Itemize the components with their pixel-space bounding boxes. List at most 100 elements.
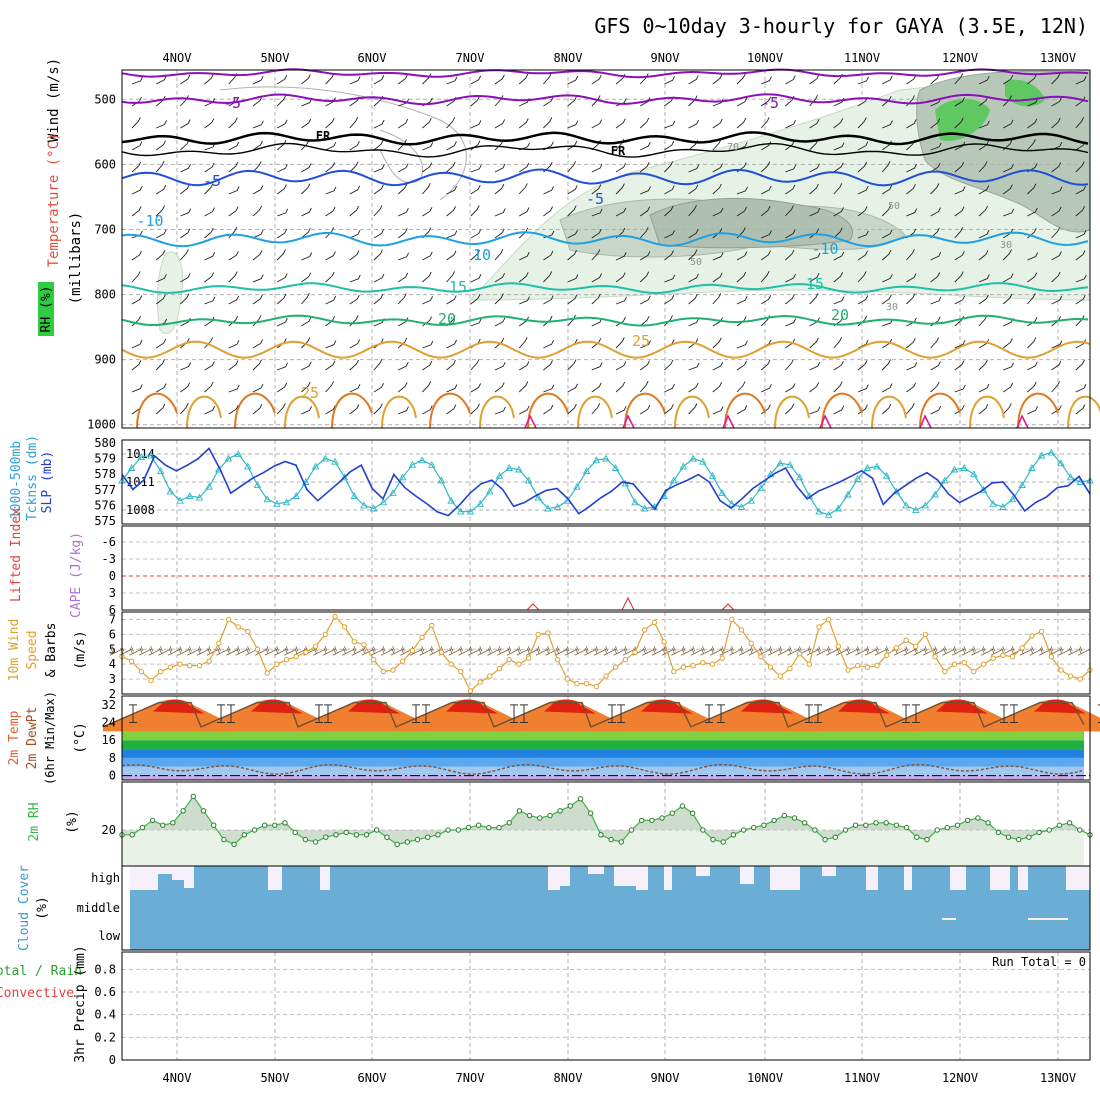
wind-barb	[664, 294, 675, 305]
wind-barb	[1075, 274, 1087, 283]
wind-barb	[446, 185, 458, 195]
upper-air-panel: 500 600 700 800 900 1000 -5 -5 FR FR -5 -5 -10 -10 10 1…	[87, 68, 1100, 432]
cloud-gap-high	[548, 866, 560, 890]
wind-barb	[131, 117, 141, 129]
wind10m-barb	[739, 646, 752, 656]
wind10m-speed-point	[1009, 654, 1016, 660]
wind-barb	[736, 271, 747, 283]
wind-barb	[760, 205, 771, 217]
wind10m-speed-point	[942, 668, 948, 675]
wind-barb	[301, 207, 312, 217]
wind-barb	[543, 404, 554, 415]
thickness-point	[699, 457, 707, 465]
wind10m-speed-point	[1067, 673, 1074, 679]
temp-band	[122, 740, 1084, 749]
wind-barb	[809, 163, 820, 173]
wind-barb	[712, 361, 724, 371]
thickness-line	[121, 451, 1091, 516]
wind10m-speed-point	[661, 639, 667, 645]
wind-barb	[397, 293, 407, 305]
wind-barb	[906, 184, 916, 195]
wind-barb	[518, 73, 529, 85]
temp-hump-orange	[298, 699, 428, 732]
rh2m-point	[832, 834, 838, 840]
wind10m-speed-point	[419, 634, 425, 640]
wind10m-speed-point	[138, 668, 145, 675]
temp-minmax-whisker	[1000, 704, 1008, 724]
wind-barb	[252, 75, 264, 85]
wind-barb	[1002, 74, 1014, 85]
temp-band	[122, 757, 1084, 767]
wind-barb	[712, 74, 723, 85]
wind-barb	[277, 362, 289, 371]
wind-barb	[204, 118, 215, 129]
wind-barb	[373, 358, 383, 371]
rh2m-point	[914, 834, 920, 840]
wind-barb	[954, 340, 966, 349]
cloud-level-high: high	[91, 871, 120, 885]
wind-barb	[954, 117, 964, 129]
wind-barb	[736, 316, 747, 327]
wind-barb	[785, 184, 796, 195]
rh2m-point	[200, 808, 207, 814]
wind10m-speed-point	[729, 616, 735, 623]
wind10m-speed-point	[264, 670, 270, 676]
thickness-point	[457, 507, 465, 515]
cloud-gap-high	[866, 866, 878, 890]
label-wind: Wind (m/s)	[46, 58, 62, 142]
rh2m-point	[1046, 827, 1052, 833]
temp-band	[122, 749, 1084, 758]
wind-barb	[978, 250, 989, 261]
rh-legend-swatch	[38, 282, 54, 336]
ytick-cape: 3	[109, 586, 116, 600]
rh2m-point	[414, 836, 421, 843]
wind-barb	[373, 184, 384, 195]
label-wind-unit: (m/s)	[73, 630, 88, 669]
wind-barb	[180, 249, 189, 261]
wind-barb	[978, 185, 990, 195]
panel-bg-cape	[122, 526, 1090, 610]
wind-barb	[349, 250, 360, 261]
wind-barb	[688, 249, 698, 261]
cloud-gap-high	[320, 866, 330, 890]
wind10m-barb	[516, 646, 529, 656]
wind-barb	[155, 229, 167, 239]
wind-barb	[857, 360, 868, 371]
rh2m-point	[241, 832, 248, 838]
rh2m-point	[618, 839, 624, 845]
wind-barb	[228, 161, 239, 173]
wind-barb	[712, 293, 722, 305]
wind-barb	[228, 186, 240, 195]
wind10m-speed-point	[438, 649, 445, 655]
wind-barb	[906, 337, 916, 349]
wind-barb	[252, 185, 264, 195]
wind10m-speed-point	[245, 628, 251, 635]
rh2m-point	[761, 822, 767, 828]
wind10m-speed-point	[458, 668, 464, 675]
rh2m-point	[129, 832, 135, 838]
temp-minmax-whisker	[717, 704, 725, 724]
wind-barb	[180, 382, 191, 393]
wind-barb	[881, 160, 891, 173]
wind-barb	[1051, 295, 1063, 305]
wind-barb	[881, 75, 893, 85]
ytick-p-600: 600	[94, 157, 116, 171]
rh2m-point	[384, 834, 390, 840]
wind-barb	[591, 208, 603, 217]
wind10m-speed-point	[380, 668, 387, 675]
wind-barb	[591, 293, 601, 305]
rh2m-point	[526, 812, 533, 819]
wind-barb	[881, 403, 892, 415]
wind10m-speed-point	[603, 673, 609, 679]
precip-panel: 0.8 0.6 0.4 0.2 0 Run Total = 0	[94, 951, 1091, 1067]
wind-barb	[567, 229, 579, 239]
wind10m-speed-point	[990, 655, 996, 661]
temp-hump-orange	[886, 699, 1016, 732]
cloud-gap-high	[184, 866, 194, 888]
wind-barb	[1075, 383, 1087, 393]
wind-barb	[397, 337, 408, 349]
rh2m-point	[374, 827, 380, 833]
wind-barb	[639, 295, 651, 305]
contour-label: 15	[449, 278, 467, 296]
